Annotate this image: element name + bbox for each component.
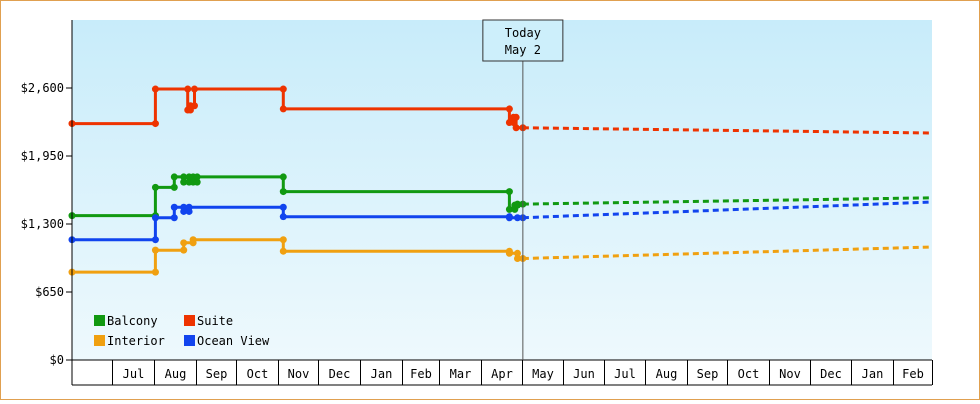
legend-swatch [184, 335, 195, 346]
data-point [170, 203, 178, 211]
data-point [513, 255, 521, 263]
data-point [193, 173, 201, 181]
data-point [190, 102, 198, 110]
data-point [279, 203, 287, 211]
data-point [180, 173, 188, 181]
x-tick-label: May [532, 367, 554, 381]
data-point [170, 183, 178, 191]
x-tick-label: Jan [371, 367, 393, 381]
data-point [190, 85, 198, 93]
x-tick-label: Sep [697, 367, 719, 381]
x-tick-label: Sep [206, 367, 228, 381]
data-point [151, 236, 159, 244]
series-forecast-balcony [522, 196, 933, 206]
data-point [279, 85, 287, 93]
data-point [184, 85, 192, 93]
data-point [185, 203, 193, 211]
plot-area [72, 20, 932, 360]
x-tick-label: Nov [779, 367, 801, 381]
today-label: Today [505, 26, 541, 40]
y-tick-label: $2,600 [21, 81, 64, 95]
data-point [180, 246, 188, 254]
data-point [170, 173, 178, 181]
x-tick-label: Nov [288, 367, 310, 381]
x-tick-label: Dec [820, 367, 842, 381]
data-point [151, 120, 159, 128]
data-point [513, 214, 521, 222]
data-point [180, 239, 188, 247]
x-tick-label: Jul [123, 367, 145, 381]
x-tick-label: Aug [165, 367, 187, 381]
data-point [505, 188, 513, 196]
data-point [279, 247, 287, 255]
today-date-label: May 2 [505, 43, 541, 57]
data-point [505, 249, 513, 257]
data-point [279, 213, 287, 221]
data-point [505, 214, 513, 222]
data-point [151, 268, 159, 276]
x-tick-label: Aug [656, 367, 678, 381]
y-tick-label: $650 [35, 285, 64, 299]
series-forecast-interior [522, 245, 933, 260]
x-tick-label: Dec [329, 367, 351, 381]
data-point [151, 183, 159, 191]
data-point [279, 105, 287, 113]
x-tick-label: Jun [573, 367, 595, 381]
data-point [151, 246, 159, 254]
series-forecast-suite [522, 126, 933, 135]
x-tick-label: Jan [862, 367, 884, 381]
series-forecast-ocean-view [522, 200, 933, 220]
data-point [189, 236, 197, 244]
x-tick-label: Feb [410, 367, 432, 381]
data-point [279, 173, 287, 181]
data-point [512, 124, 520, 132]
legend-swatch [94, 335, 105, 346]
data-point [505, 205, 513, 213]
data-point [513, 249, 521, 257]
legend-swatch [94, 315, 105, 326]
data-point [151, 85, 159, 93]
x-tick-label: Oct [247, 367, 269, 381]
data-point [279, 236, 287, 244]
data-point [180, 178, 188, 186]
data-point [512, 113, 520, 121]
y-tick-label: $1,950 [21, 149, 64, 163]
data-point [279, 188, 287, 196]
data-point [513, 200, 521, 208]
data-point [170, 214, 178, 222]
data-point [151, 214, 159, 222]
today-box [482, 19, 564, 62]
legend-label: Balcony [107, 314, 158, 328]
x-tick-label: Apr [491, 367, 513, 381]
legend-swatch [184, 315, 195, 326]
y-tick-label: $0 [50, 353, 64, 367]
data-point [505, 105, 513, 113]
x-tick-label: Mar [450, 367, 472, 381]
legend-label: Interior [107, 334, 165, 348]
data-point [193, 178, 201, 186]
legend-label: Suite [197, 314, 233, 328]
x-tick-label: Jul [614, 367, 636, 381]
y-tick-label: $1,300 [21, 217, 64, 231]
x-tick-label: Oct [738, 367, 760, 381]
legend-label: Ocean View [197, 334, 270, 348]
x-tick-label: Feb [902, 367, 924, 381]
data-point [180, 207, 188, 215]
data-point [509, 119, 517, 127]
